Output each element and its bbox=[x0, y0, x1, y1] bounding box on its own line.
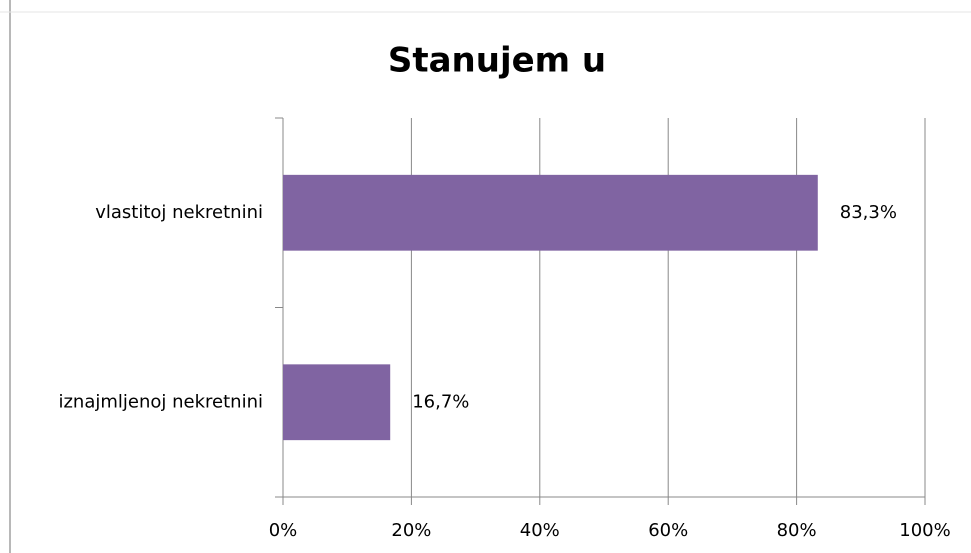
data-label: 83,3% bbox=[840, 202, 897, 223]
bar bbox=[283, 364, 391, 441]
x-tick-label: 80% bbox=[777, 520, 817, 541]
x-tick-label: 40% bbox=[520, 520, 560, 541]
x-tick-label: 20% bbox=[391, 520, 431, 541]
y-tick-label: iznajmljenoj nekretnini bbox=[58, 391, 263, 412]
data-label: 16,7% bbox=[412, 391, 469, 412]
chart-title: Stanujem u bbox=[388, 41, 606, 81]
x-tick-label: 60% bbox=[648, 520, 688, 541]
x-tick-label: 100% bbox=[899, 520, 950, 541]
y-tick-label: vlastitoj nekretnini bbox=[95, 202, 263, 223]
x-tick-label: 0% bbox=[269, 520, 298, 541]
bar bbox=[283, 174, 818, 251]
